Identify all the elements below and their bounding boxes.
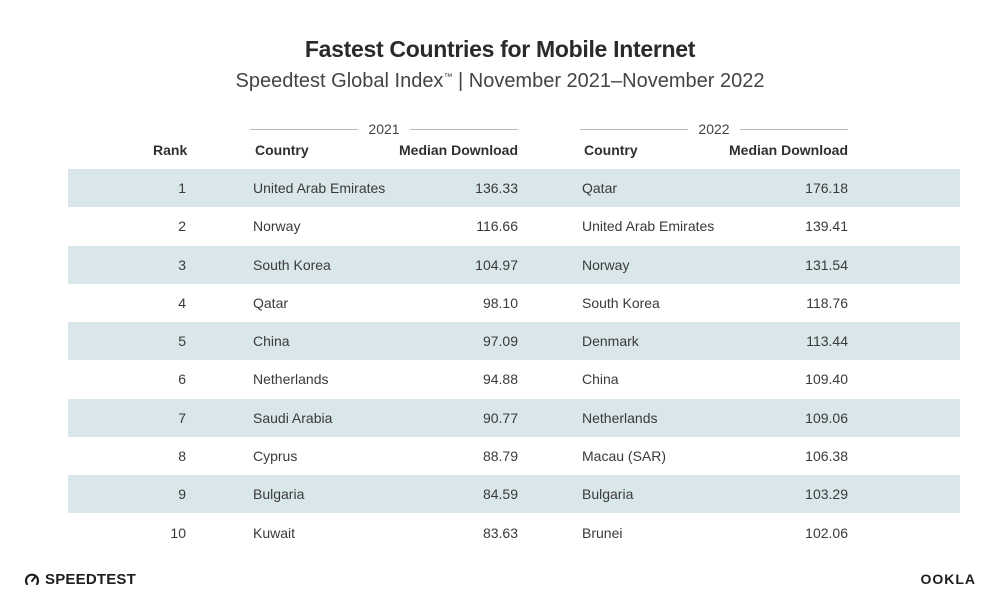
table-row: 6 Netherlands 94.88 China 109.40 [68, 360, 960, 398]
year-label-2021: 2021 [368, 121, 400, 137]
country-2021-cell: Kuwait [253, 525, 296, 541]
country-2022-cell: Bulgaria [582, 486, 634, 502]
trademark-symbol: ™ [443, 71, 453, 82]
download-2021-cell: 98.10 [482, 295, 518, 311]
country-2022-cell: South Korea [582, 295, 660, 311]
country-2022-cell: Norway [582, 257, 630, 273]
country-2021-cell: South Korea [253, 257, 331, 273]
country-2022-cell: Qatar [582, 180, 618, 196]
rank-cell: 1 [178, 180, 186, 196]
download-2021-cell: 136.33 [475, 180, 518, 196]
download-2022-cell: 109.06 [805, 410, 848, 426]
speedometer-icon [24, 573, 40, 586]
country-2022-cell: United Arab Emirates [582, 218, 715, 234]
country-2022-cell: Netherlands [582, 410, 658, 426]
table-row: 8 Cyprus 88.79 Macau (SAR) 106.38 [68, 437, 960, 475]
speedtest-logo-text: SPEEDTEST [45, 570, 136, 588]
ookla-logo: OOKLA [920, 571, 976, 587]
rank-cell: 8 [178, 448, 186, 464]
country-2021-cell: Netherlands [253, 371, 329, 387]
year-label-2022: 2022 [698, 121, 730, 137]
country-2021-cell: Bulgaria [253, 486, 305, 502]
country-2022-cell: China [582, 371, 619, 387]
year-divider-line [250, 128, 359, 130]
country-2021-cell: Saudi Arabia [253, 410, 333, 426]
download-2021-cell: 88.79 [482, 448, 518, 464]
download-2021-cell: 104.97 [475, 257, 518, 273]
rank-cell: 9 [178, 486, 186, 502]
table-row: 1 United Arab Emirates 136.33 Qatar 176.… [68, 169, 960, 207]
country-2022-cell: Macau (SAR) [582, 448, 667, 464]
download-2021-cell: 90.77 [482, 410, 518, 426]
download-2021-cell: 83.63 [482, 525, 518, 541]
rank-cell: 2 [178, 218, 186, 234]
country-2022-cell: Denmark [582, 333, 639, 349]
year-divider-line [409, 128, 518, 130]
subtitle-period: | November 2021–November 2022 [452, 70, 765, 92]
download-2021-cell: 94.88 [482, 371, 518, 387]
subtitle-source: Speedtest Global Index [235, 70, 444, 92]
download-2022-cell: 106.38 [805, 448, 848, 464]
country-2022-cell: Brunei [582, 525, 623, 541]
rank-cell: 6 [178, 371, 186, 387]
table-row: 4 Qatar 98.10 South Korea 118.76 [68, 284, 960, 322]
year-group-2021: 2021 [250, 119, 518, 139]
speedtest-logo: SPEEDTEST [24, 569, 136, 589]
table-row: 5 China 97.09 Denmark 113.44 [68, 322, 960, 360]
country-2021-cell: Norway [253, 218, 301, 234]
download-2022-cell: 118.76 [806, 295, 848, 311]
rank-cell: 7 [178, 410, 186, 426]
page-title: Fastest Countries for Mobile Internet [304, 36, 696, 62]
download-2022-cell: 176.18 [805, 180, 848, 196]
download-2022-cell: 139.41 [805, 218, 848, 234]
year-divider-line [580, 128, 689, 130]
download-2022-cell: 109.40 [805, 371, 848, 387]
header-download-2022: Median Download [729, 142, 848, 158]
download-2022-cell: 102.06 [805, 525, 848, 541]
table-row: 10 Kuwait 83.63 Brunei 102.06 [68, 514, 960, 552]
rank-cell: 3 [178, 257, 186, 273]
header-country-2022: Country [584, 142, 638, 158]
year-group-2022: 2022 [580, 119, 848, 139]
rank-cell: 10 [170, 525, 186, 541]
country-2021-cell: United Arab Emirates [253, 180, 386, 196]
country-2021-cell: China [253, 333, 290, 349]
page-subtitle: Speedtest Global Index™ | November 2021–… [0, 70, 1000, 93]
country-2021-cell: Qatar [253, 295, 289, 311]
header-download-2021: Median Download [399, 142, 518, 158]
table-row: 7 Saudi Arabia 90.77 Netherlands 109.06 [68, 399, 960, 437]
download-2021-cell: 84.59 [482, 486, 518, 502]
table-row: 3 South Korea 104.97 Norway 131.54 [68, 246, 960, 284]
table-row: 2 Norway 116.66 United Arab Emirates 139… [68, 207, 960, 245]
header-country-2021: Country [255, 142, 309, 158]
header-rank: Rank [153, 142, 188, 158]
download-2022-cell: 113.44 [806, 333, 848, 349]
download-2021-cell: 116.66 [476, 218, 518, 234]
year-divider-line [739, 128, 848, 130]
country-2021-cell: Cyprus [253, 448, 298, 464]
table-row: 9 Bulgaria 84.59 Bulgaria 103.29 [68, 475, 960, 513]
download-2022-cell: 103.29 [805, 486, 848, 502]
rank-cell: 5 [178, 333, 186, 349]
download-2022-cell: 131.54 [805, 257, 848, 273]
download-2021-cell: 97.09 [482, 333, 518, 349]
rank-cell: 4 [178, 295, 186, 311]
